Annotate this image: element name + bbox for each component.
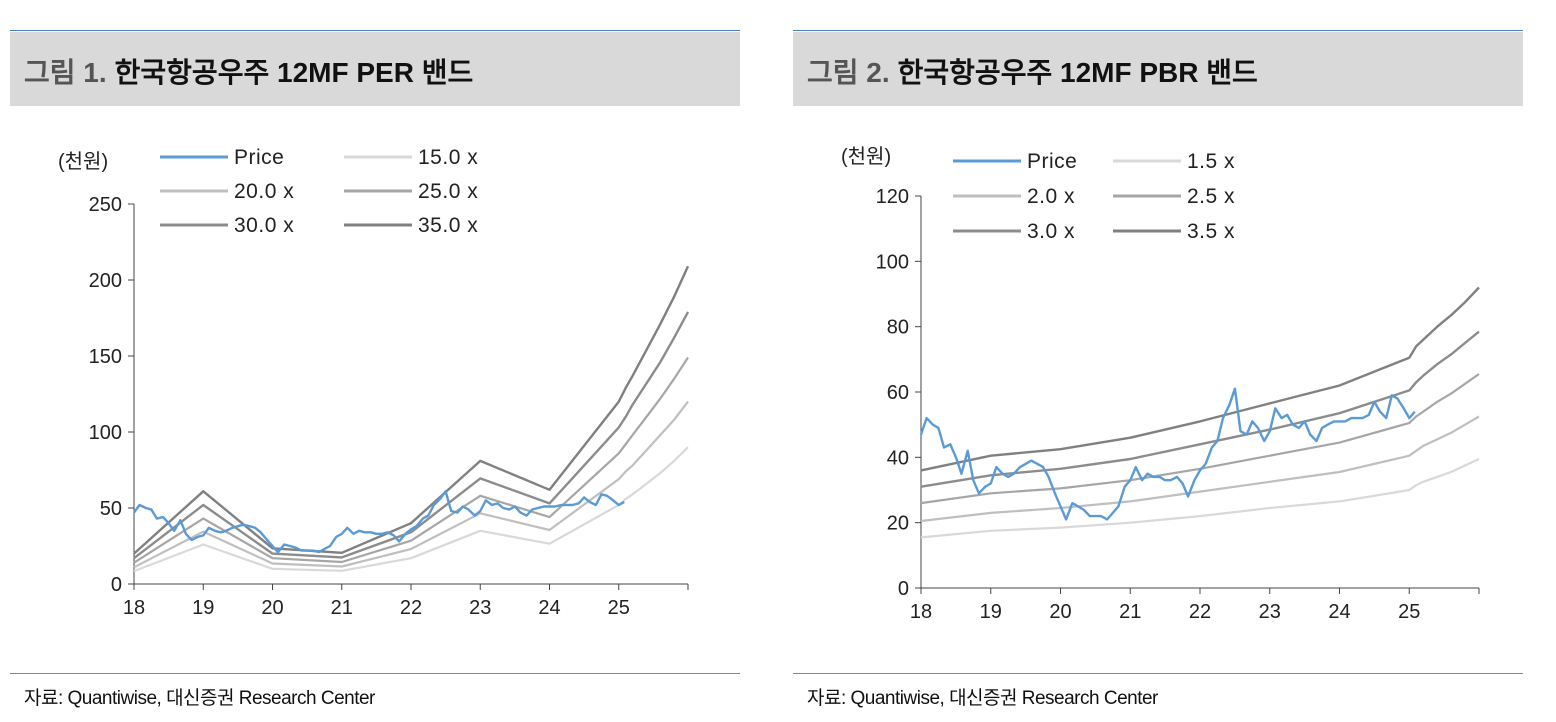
x-tick-label: 18 [123,597,145,619]
legend-label: 3.5 x [1187,220,1235,243]
x-tick-label: 22 [400,597,422,619]
source-note: 자료: Quantiwise, 대신증권 Research Center [24,688,375,709]
y-tick-label: 200 [89,270,122,292]
y-unit-label: (천원) [841,145,891,168]
legend-label: 25.0 x [418,180,478,203]
series-line-price [133,490,625,554]
y-tick-label: 150 [89,346,122,368]
figure-panel-per: 그림 1. 한국항공우주 12MF PER 밴드 0 50 100 150 200 250 1… [10,0,740,722]
x-tick-label: 19 [980,601,1002,623]
pbr-band-chart: 0 20 40 60 80 100 120 18 19 20 21 22 23 24 25 (천원) Price… [841,145,1480,623]
top-rule [10,30,740,31]
series-line-price [919,387,1416,521]
bottom-rule [793,673,1523,674]
y-tick-label: 0 [111,574,122,596]
y-tick-label: 20 [887,513,909,535]
x-tick-label: 25 [608,597,630,619]
bottom-rule [10,673,740,674]
x-tick-label: 21 [331,597,353,619]
y-unit-label: (천원) [58,150,108,173]
x-tick-label: 23 [1259,601,1281,623]
series-line-3-0-x [920,330,1480,488]
legend-label: 30.0 x [234,214,294,237]
y-tick-label: 100 [89,422,122,444]
legend-label: Price [1027,150,1077,173]
title-bar: 그림 1. 한국항공우주 12MF PER 밴드 [10,32,740,106]
x-tick-label: 22 [1189,601,1211,623]
y-tick-label: 50 [100,498,122,520]
legend-label: 35.0 x [418,214,478,237]
x-tick-label: 18 [910,601,932,623]
title-bar: 그림 2. 한국항공우주 12MF PBR 밴드 [793,32,1523,106]
series-line-3-5-x [920,286,1480,472]
figure-title-text: 한국항공우주 12MF PER 밴드 [114,57,474,88]
y-tick-label: 60 [887,382,909,404]
series-line-2-5-x [920,373,1480,505]
series-line-25-0-x [133,356,689,564]
legend-label: 2.0 x [1027,185,1075,208]
y-tick-label: 80 [887,317,909,339]
x-tick-label: 21 [1119,601,1141,623]
figure-title: 그림 1. 한국항공우주 12MF PER 밴드 [24,51,473,91]
series-line-30-0-x [133,311,690,560]
x-tick-label: 23 [469,597,491,619]
top-rule [793,30,1523,31]
per-band-chart: 0 50 100 150 200 250 18 19 20 21 22 23 24 25 (천원) Price… [58,146,690,619]
figure-number: 그림 2. [807,57,890,88]
series-line-20-0-x [133,400,689,569]
x-tick-label: 20 [261,597,283,619]
series-line-1-5-x [920,458,1480,539]
legend-label: 1.5 x [1187,150,1235,173]
legend-label: 3.0 x [1027,220,1075,243]
figure-panel-pbr: 그림 2. 한국항공우주 12MF PBR 밴드 0 20 40 60 80 100 120 1… [793,0,1523,722]
series-line-15-0-x [133,446,689,573]
x-tick-label: 20 [1049,601,1071,623]
y-tick-label: 120 [876,186,909,208]
source-note: 자료: Quantiwise, 대신증권 Research Center [807,688,1158,709]
x-tick-label: 19 [192,597,214,619]
legend-label: 15.0 x [418,146,478,169]
y-tick-label: 100 [876,251,909,273]
figure-title: 그림 2. 한국항공우주 12MF PBR 밴드 [807,51,1258,91]
x-tick-label: 24 [1328,601,1350,623]
figure-number: 그림 1. [24,57,107,88]
y-tick-label: 40 [887,447,909,469]
legend-label: Price [234,146,284,169]
y-tick-label: 250 [89,194,122,216]
legend-label: 20.0 x [234,180,294,203]
x-tick-label: 25 [1398,601,1420,623]
series-line-35-0-x [133,265,690,555]
figure-title-text: 한국항공우주 12MF PBR 밴드 [897,57,1258,88]
x-tick-label: 24 [538,597,560,619]
y-tick-label: 0 [898,578,909,600]
legend-label: 2.5 x [1187,185,1235,208]
